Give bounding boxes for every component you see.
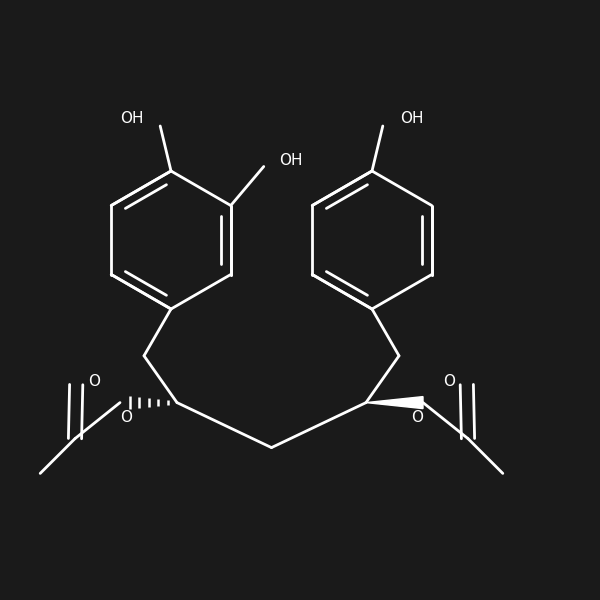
Text: OH: OH <box>280 153 303 168</box>
Text: OH: OH <box>119 112 143 127</box>
Text: O: O <box>88 374 100 389</box>
Text: O: O <box>411 410 423 425</box>
Text: O: O <box>443 374 455 389</box>
Text: OH: OH <box>400 112 424 127</box>
Text: O: O <box>120 410 132 425</box>
Polygon shape <box>366 397 423 409</box>
